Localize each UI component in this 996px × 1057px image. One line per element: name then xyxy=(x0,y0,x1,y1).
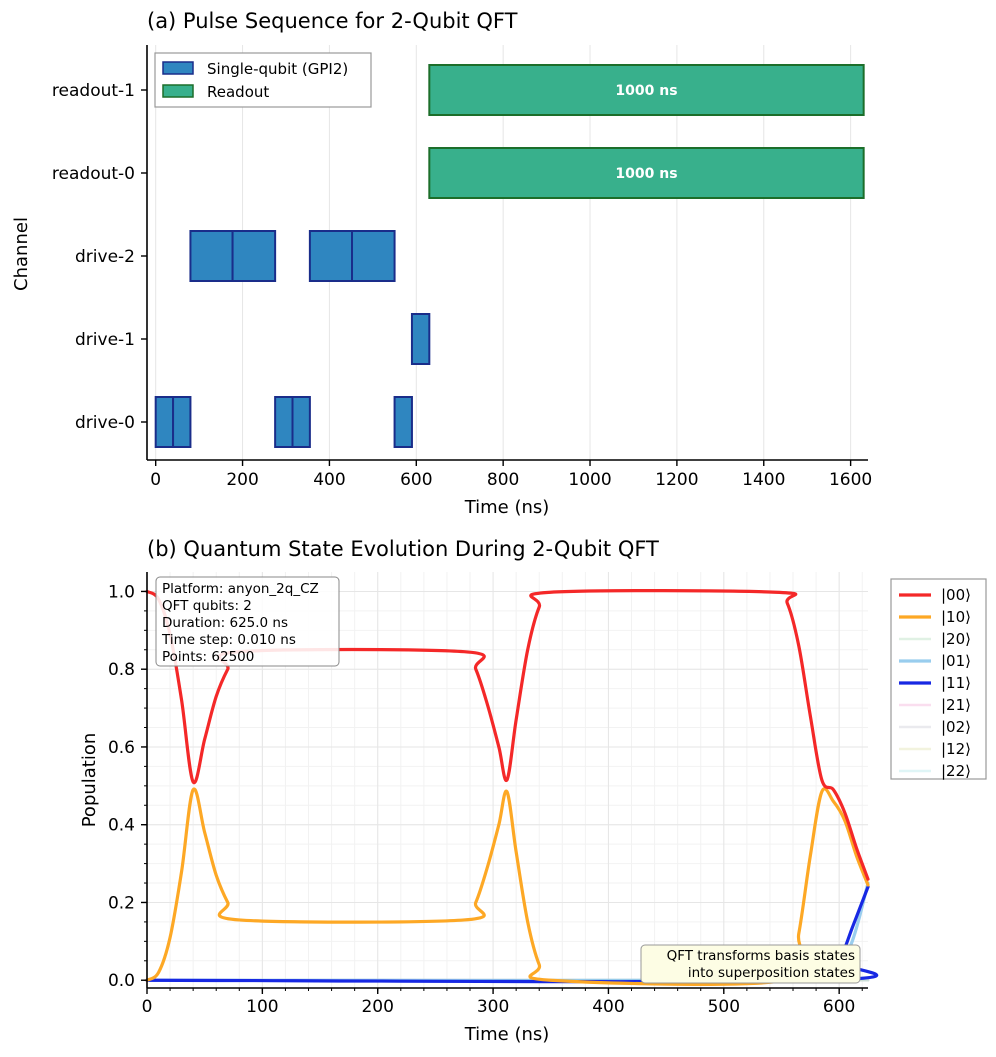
state-legend-frame xyxy=(890,578,987,780)
state-legend-label: |21⟩ xyxy=(941,696,971,714)
pulse-x-tick-label: 1200 xyxy=(655,470,698,490)
series-line-0 xyxy=(145,589,870,881)
series-line-1 xyxy=(145,787,870,986)
single-qubit-pulse xyxy=(291,396,311,448)
pulse-legend: Single-qubit (GPI2) Readout xyxy=(154,52,372,108)
state-legend-label: |12⟩ xyxy=(941,740,971,758)
state-legend-label: |11⟩ xyxy=(941,674,971,692)
state-y-tick-label: 1.0 xyxy=(108,582,135,602)
pulse-x-tick-label: 800 xyxy=(487,470,519,490)
channel-label: readout-1 xyxy=(52,81,135,101)
series-line-4 xyxy=(145,885,879,984)
pulse-x-axis-label: Time (ns) xyxy=(464,497,550,518)
single-qubit-pulse xyxy=(189,230,234,282)
state-x-axis-label: Time (ns) xyxy=(464,1024,550,1045)
pulse-x-tick-label: 600 xyxy=(400,470,432,490)
pulse-x-tick-label: 200 xyxy=(226,470,258,490)
single-qubit-pulse xyxy=(231,230,277,282)
annotation-line: QFT transforms basis states xyxy=(667,948,855,964)
state-y-tick-label: 0.0 xyxy=(108,971,135,991)
state-x-tick-label: 100 xyxy=(246,997,278,1017)
state-evolution-title: (b) Quantum State Evolution During 2-Qub… xyxy=(147,537,659,561)
state-x-tick-label: 300 xyxy=(477,997,509,1017)
pulse-x-tick-label: 1000 xyxy=(568,470,611,490)
info-line: Points: 62500 xyxy=(162,649,254,665)
info-line: Platform: anyon_2q_CZ xyxy=(162,581,319,597)
state-x-tick-label: 0 xyxy=(142,997,153,1017)
readout-pulse xyxy=(428,64,865,116)
single-qubit-pulse xyxy=(308,230,354,282)
state-y-tick-label: 0.8 xyxy=(108,660,135,680)
single-qubit-pulse xyxy=(172,396,192,448)
state-legend-label: |10⟩ xyxy=(941,608,971,626)
state-legend-label: |01⟩ xyxy=(941,652,971,670)
pulse-x-tick-label: 400 xyxy=(313,470,345,490)
state-y-tick-label: 0.6 xyxy=(108,738,135,758)
state-legend: |00⟩ |10⟩ |20⟩ |01⟩ |11⟩ |21⟩ |02⟩ |12⟩ |22⟩ xyxy=(890,578,987,780)
state-x-tick-label: 200 xyxy=(361,997,393,1017)
state-y-tick-label: 0.2 xyxy=(108,893,135,913)
pulse-x-tick-label: 1600 xyxy=(829,470,872,490)
state-y-tick-label: 0.4 xyxy=(108,816,135,836)
annotation-frame xyxy=(640,944,861,984)
pulse-sequence-panel: (a) Pulse Sequence for 2-Qubit QFT 1000 … xyxy=(11,9,872,518)
info-line: QFT qubits: 2 xyxy=(162,598,252,614)
info-box-frame xyxy=(155,576,340,667)
readout-pulse xyxy=(428,147,865,199)
state-legend-label: |02⟩ xyxy=(941,718,971,736)
info-line: Time step: 0.010 ns xyxy=(161,632,296,648)
single-qubit-pulse xyxy=(274,396,294,448)
legend-swatch xyxy=(162,84,194,98)
pulse-duration-label: 1000 ns xyxy=(615,83,677,99)
single-qubit-pulse xyxy=(410,313,431,365)
state-y-axis-label: Population xyxy=(79,733,100,828)
info-line: Duration: 625.0 ns xyxy=(162,615,288,631)
single-qubit-pulse xyxy=(351,230,396,282)
legend-swatch xyxy=(162,61,194,75)
state-evolution-panel: (b) Quantum State Evolution During 2-Qub… xyxy=(79,537,987,1045)
annotation-line: into superposition states xyxy=(688,965,855,981)
pulse-duration-label: 1000 ns xyxy=(615,166,677,182)
channel-label: drive-0 xyxy=(75,413,135,433)
state-x-tick-label: 500 xyxy=(708,997,740,1017)
channel-label: drive-1 xyxy=(75,330,135,350)
state-legend-label: |20⟩ xyxy=(941,630,971,648)
state-legend-label: |22⟩ xyxy=(941,762,971,780)
channel-label: readout-0 xyxy=(52,164,135,184)
pulse-y-axis-label: Channel xyxy=(11,217,32,291)
pulse-x-tick-label: 1400 xyxy=(742,470,785,490)
state-legend-label: |00⟩ xyxy=(941,586,971,604)
legend-label: Single-qubit (GPI2) xyxy=(207,60,348,78)
state-x-tick-label: 600 xyxy=(823,997,855,1017)
pulse-sequence-title: (a) Pulse Sequence for 2-Qubit QFT xyxy=(147,9,518,33)
state-x-tick-label: 400 xyxy=(592,997,624,1017)
pulse-x-tick-label: 0 xyxy=(150,470,161,490)
single-qubit-pulse xyxy=(393,396,413,448)
single-qubit-pulse xyxy=(154,396,175,448)
legend-label: Readout xyxy=(207,83,269,101)
channel-label: drive-2 xyxy=(75,247,135,267)
